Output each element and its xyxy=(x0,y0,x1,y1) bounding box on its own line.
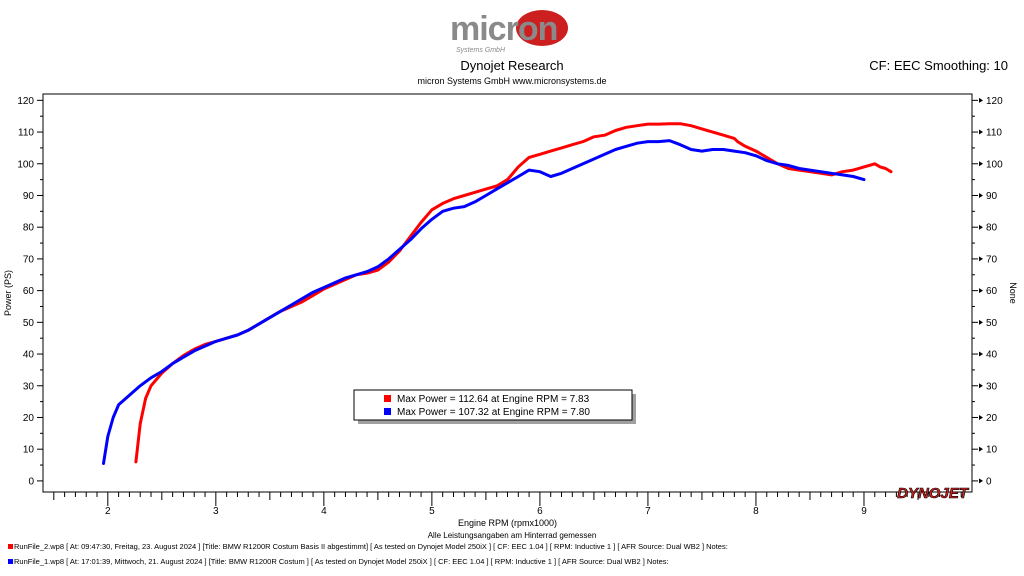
y2-tick-label: 10 xyxy=(986,445,998,456)
y-tick-label: 70 xyxy=(23,254,35,265)
y2-tick-label: 60 xyxy=(986,286,998,297)
y-tick-label: 120 xyxy=(17,96,34,107)
y2-tick-marker xyxy=(979,97,983,103)
y-tick-label: 40 xyxy=(23,350,35,361)
legend-entry-2: Max Power = 107.32 at Engine RPM = 7.80 xyxy=(397,407,590,418)
run-1-text: RunFile_1.wp8 [ At: 17:01:39, Mittwoch, … xyxy=(14,557,669,566)
y2-tick-marker xyxy=(979,446,983,452)
x-tick-label: 3 xyxy=(213,506,219,517)
y2-tick-label: 120 xyxy=(986,96,1003,107)
y2-tick-marker xyxy=(979,129,983,135)
x-tick-label: 9 xyxy=(861,506,867,517)
y-tick-label: 50 xyxy=(23,318,35,329)
legend-box xyxy=(353,389,633,421)
y2-tick-label: 110 xyxy=(986,128,1002,139)
y2-tick-marker xyxy=(979,351,983,357)
y2-tick-label: 40 xyxy=(986,350,998,361)
micron-logo-graphic: micron Systems GmbH xyxy=(450,10,568,54)
y2-tick-label: 100 xyxy=(986,159,1003,170)
logo-subtext: Systems GmbH xyxy=(456,47,506,54)
y2-axis-label: None xyxy=(1008,282,1018,304)
y2-tick-marker xyxy=(979,414,983,420)
x-tick-label: 5 xyxy=(429,506,435,517)
y2-tick-label: 70 xyxy=(986,254,998,265)
y-tick-label: 80 xyxy=(23,223,35,234)
x-axis-label: Engine RPM (rpmx1000) xyxy=(458,518,557,528)
dynojet-logo: DYNOJET xyxy=(897,485,970,502)
y-tick-label: 10 xyxy=(23,445,35,456)
plot-area xyxy=(42,93,973,493)
cf-smoothing-label: CF: EEC Smoothing: 10 xyxy=(869,58,1008,73)
y-tick-label: 20 xyxy=(23,413,35,424)
legend-entry-1: Max Power = 112.64 at Engine RPM = 7.83 xyxy=(397,394,590,405)
micron-logo: micron Systems GmbH xyxy=(446,6,578,56)
x-tick-label: 7 xyxy=(645,506,651,517)
y2-tick-marker xyxy=(979,224,983,230)
y2-tick-label: 90 xyxy=(986,191,998,202)
y2-tick-marker xyxy=(979,383,983,389)
y2-tick-label: 30 xyxy=(986,381,998,392)
run-1-color-marker xyxy=(8,559,13,564)
x-tick-label: 8 xyxy=(753,506,759,517)
y2-tick-marker xyxy=(979,288,983,294)
y2-tick-marker xyxy=(979,478,983,484)
y2-tick-marker xyxy=(979,256,983,262)
y-tick-label: 110 xyxy=(18,128,34,139)
y2-tick-label: 50 xyxy=(986,318,998,329)
y-tick-label: 90 xyxy=(23,191,35,202)
chart-title: Dynojet Research xyxy=(460,58,564,73)
chart-subtitle: micron Systems GmbH www.micronsystems.de xyxy=(417,76,607,86)
run-2-text: RunFile_2.wp8 [ At: 09:47:30, Freitag, 2… xyxy=(14,542,728,551)
x-tick-label: 2 xyxy=(105,506,111,517)
y2-tick-marker xyxy=(979,319,983,325)
x-tick-label: 4 xyxy=(321,506,327,517)
legend-swatch-1 xyxy=(384,395,391,402)
y2-tick-label: 20 xyxy=(986,413,998,424)
y-tick-label: 100 xyxy=(17,159,34,170)
y-tick-label: 30 xyxy=(23,381,35,392)
y2-tick-label: 80 xyxy=(986,223,998,234)
legend-swatch-2 xyxy=(384,408,391,415)
run-file-1: RunFile_1.wp8 [ At: 17:01:39, Mittwoch, … xyxy=(8,557,669,566)
x-tick-label: 6 xyxy=(537,506,543,517)
y2-tick-marker xyxy=(979,161,983,167)
y2-tick-label: 0 xyxy=(986,476,992,487)
run-file-2: RunFile_2.wp8 [ At: 09:47:30, Freitag, 2… xyxy=(8,542,728,551)
footnote: Alle Leistungsangaben am Hinterrad gemes… xyxy=(427,531,597,540)
y-tick-label: 60 xyxy=(23,286,35,297)
logo-text: micron xyxy=(450,10,557,48)
run-2-color-marker xyxy=(8,544,13,549)
y2-tick-marker xyxy=(979,192,983,198)
y-tick-label: 0 xyxy=(28,476,34,487)
y-axis-label: Power (PS) xyxy=(3,270,13,316)
